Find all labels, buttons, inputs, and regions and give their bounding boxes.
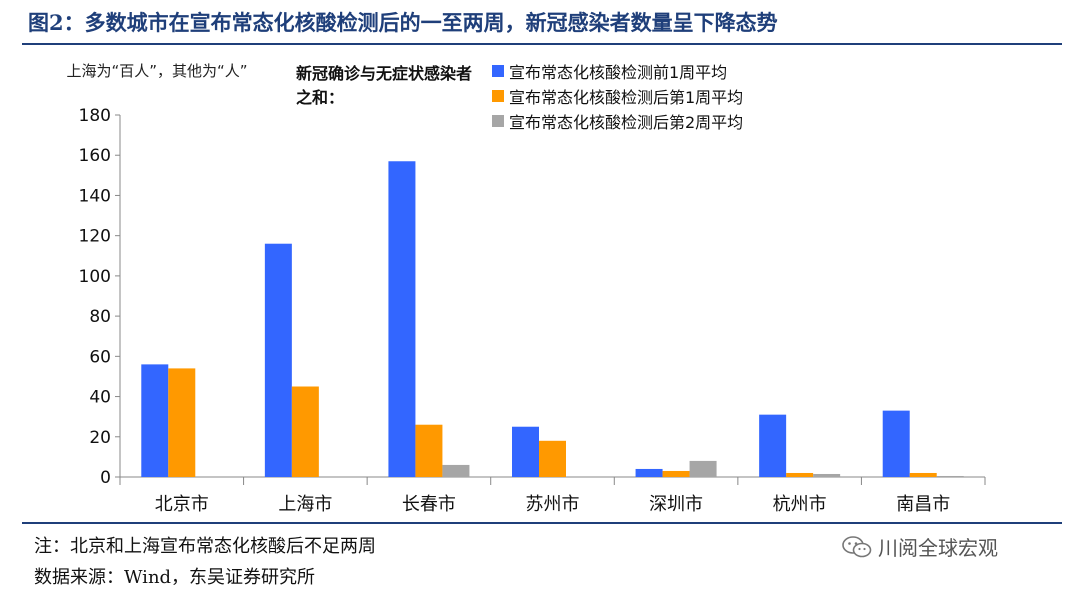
bar-before (512, 426, 539, 477)
bar-week2 (936, 475, 964, 477)
watermark-text: 川阅全球宏观 (878, 536, 998, 560)
bar-before (635, 468, 663, 477)
legend-label: 宣布常态化核酸检测后第2周平均 (509, 112, 744, 132)
bar-before (388, 161, 416, 477)
x-tick-label: 南昌市 (896, 494, 950, 515)
bar-week1 (909, 472, 937, 477)
bar-week2 (442, 464, 470, 477)
y-tick-label: 120 (79, 227, 111, 247)
x-tick-label: 上海市 (278, 494, 332, 515)
chart-legend: 宣布常态化核酸检测前1周平均 宣布常态化核酸检测后第1周平均 宣布常态化核酸检测… (492, 58, 743, 133)
bar-week1 (415, 424, 443, 477)
x-tick-label: 杭州市 (773, 494, 827, 515)
x-tick-label: 深圳市 (649, 494, 703, 515)
bar-week2 (813, 473, 841, 477)
y-tick-label: 160 (79, 146, 111, 166)
legend-item-before: 宣布常态化核酸检测前1周平均 (492, 58, 743, 83)
wechat-icon (842, 535, 872, 557)
legend-item-week1: 宣布常态化核酸检测后第1周平均 (492, 83, 743, 108)
bar-week1 (786, 472, 814, 477)
figure-title: 图2：多数城市在宣布常态化核酸检测后的一至两周，新冠感染者数量呈下降态势 (28, 10, 778, 35)
y-tick-label: 100 (79, 267, 111, 287)
bar-week1 (168, 368, 196, 477)
watermark: 川阅全球宏观 (842, 532, 998, 561)
series-sum-label: 新冠确诊与无症状感染者之和： (296, 64, 473, 107)
y-tick-label: 60 (89, 347, 111, 367)
bar-before (264, 243, 292, 477)
bar-week1 (291, 386, 319, 477)
x-tick-label: 长春市 (402, 494, 456, 515)
legend-item-week2: 宣布常态化核酸检测后第2周平均 (492, 108, 743, 133)
x-tick-label: 北京市 (155, 494, 209, 515)
unit-note: 上海为“百人”，其他为“人” (66, 62, 248, 80)
legend-label: 宣布常态化核酸检测后第1周平均 (509, 87, 744, 107)
legend-swatch-orange (492, 89, 504, 102)
legend-swatch-gray (492, 114, 504, 127)
y-tick-label: 0 (100, 468, 111, 488)
y-tick-label: 140 (79, 186, 111, 206)
bar-before (759, 414, 787, 477)
bar-before (882, 410, 910, 477)
title-divider (22, 43, 1062, 45)
y-tick-label: 180 (79, 106, 111, 126)
x-tick-label: 苏州市 (526, 494, 580, 515)
footnote: 注：北京和上海宣布常态化核酸后不足两周 (34, 536, 376, 557)
bar-week2 (689, 460, 717, 477)
bottom-divider (22, 522, 1062, 524)
data-source: 数据来源：Wind，东吴证券研究所 (34, 567, 316, 588)
legend-swatch-blue (492, 64, 504, 77)
legend-label: 宣布常态化核酸检测前1周平均 (509, 62, 728, 82)
bar-before (141, 364, 169, 477)
y-tick-label: 20 (89, 428, 111, 448)
bar-week1 (662, 470, 690, 477)
y-tick-label: 80 (89, 307, 111, 327)
y-tick-label: 40 (89, 388, 111, 408)
bar-week1 (539, 440, 566, 477)
